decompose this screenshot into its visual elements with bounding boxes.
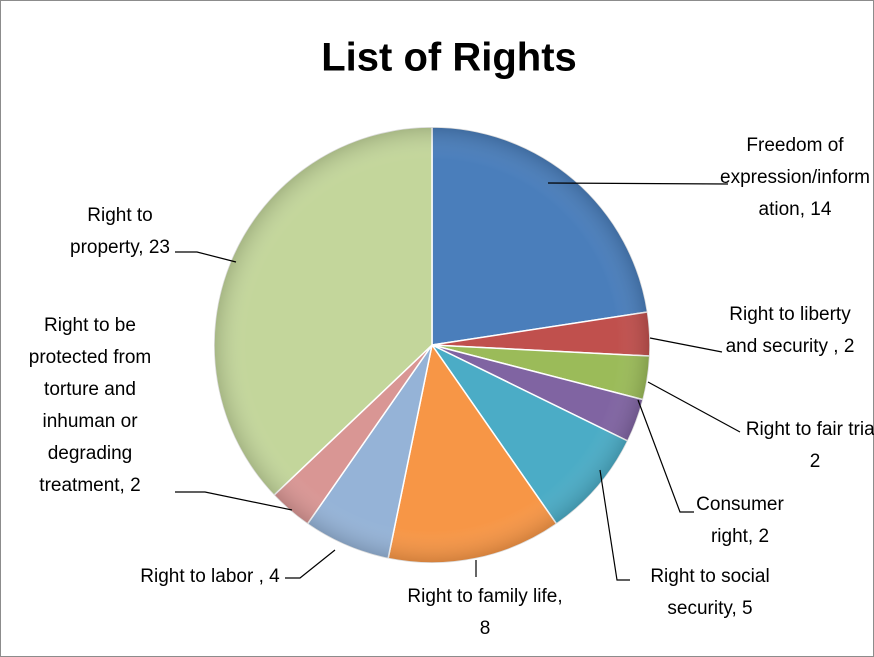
data-label: Right to labor , 4 xyxy=(140,566,280,587)
pie xyxy=(213,126,651,564)
data-label: Right to be protected from torture and inhu… xyxy=(29,315,152,496)
chart-title: List of Rights xyxy=(321,36,577,80)
leader-line xyxy=(637,399,694,513)
data-label: Consumer right, 2 xyxy=(696,494,784,547)
leader-line xyxy=(649,337,723,353)
data-label: Right to social security, 5 xyxy=(650,566,769,619)
data-label: Freedom of expression/inform ation, 14 xyxy=(720,135,870,220)
data-label: Right to family life, 8 xyxy=(407,586,562,639)
data-label: Right to fair trial, 2 xyxy=(746,419,874,472)
leader-line xyxy=(599,469,630,581)
data-labels: Freedom of expression/inform ation, 14 Righ… xyxy=(29,135,874,639)
leader-line xyxy=(175,491,293,511)
leader-line xyxy=(285,549,336,579)
leader-line xyxy=(175,251,237,263)
leader-line xyxy=(647,381,741,433)
leader-lines xyxy=(175,182,741,581)
leader-line xyxy=(547,182,729,185)
data-label: Right to liberty and security , 2 xyxy=(726,304,855,357)
data-label: Right to property, 23 xyxy=(70,205,170,258)
